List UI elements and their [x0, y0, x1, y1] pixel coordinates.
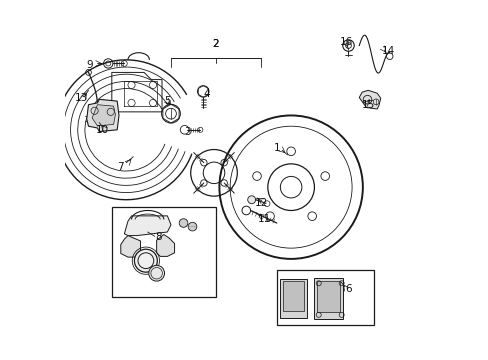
Polygon shape	[156, 234, 174, 256]
Polygon shape	[86, 99, 119, 132]
Text: 2: 2	[212, 39, 219, 49]
Polygon shape	[92, 105, 115, 126]
Text: 7: 7	[117, 162, 124, 172]
Text: 15: 15	[361, 100, 374, 110]
Bar	[112, 207, 215, 297]
Polygon shape	[314, 278, 343, 319]
Text: 14: 14	[381, 46, 394, 56]
Bar	[276, 270, 373, 325]
Text: 13: 13	[75, 93, 88, 103]
Circle shape	[148, 265, 164, 281]
Text: 1: 1	[273, 143, 280, 153]
Text: 9: 9	[86, 60, 93, 70]
Polygon shape	[359, 90, 380, 109]
Polygon shape	[121, 235, 140, 257]
Text: 3: 3	[183, 127, 190, 136]
Text: 4: 4	[203, 89, 210, 99]
Text: 5: 5	[164, 96, 170, 106]
Polygon shape	[124, 216, 171, 235]
Text: 16: 16	[339, 37, 353, 47]
Circle shape	[134, 249, 157, 272]
Polygon shape	[317, 282, 340, 312]
Text: 2: 2	[212, 39, 219, 49]
Circle shape	[247, 196, 255, 204]
Text: 11: 11	[257, 215, 270, 224]
Polygon shape	[283, 282, 304, 311]
Text: 8: 8	[155, 232, 162, 242]
Text: 6: 6	[345, 284, 351, 294]
Text: 10: 10	[96, 125, 109, 135]
Polygon shape	[280, 279, 306, 318]
Text: 12: 12	[255, 198, 268, 208]
